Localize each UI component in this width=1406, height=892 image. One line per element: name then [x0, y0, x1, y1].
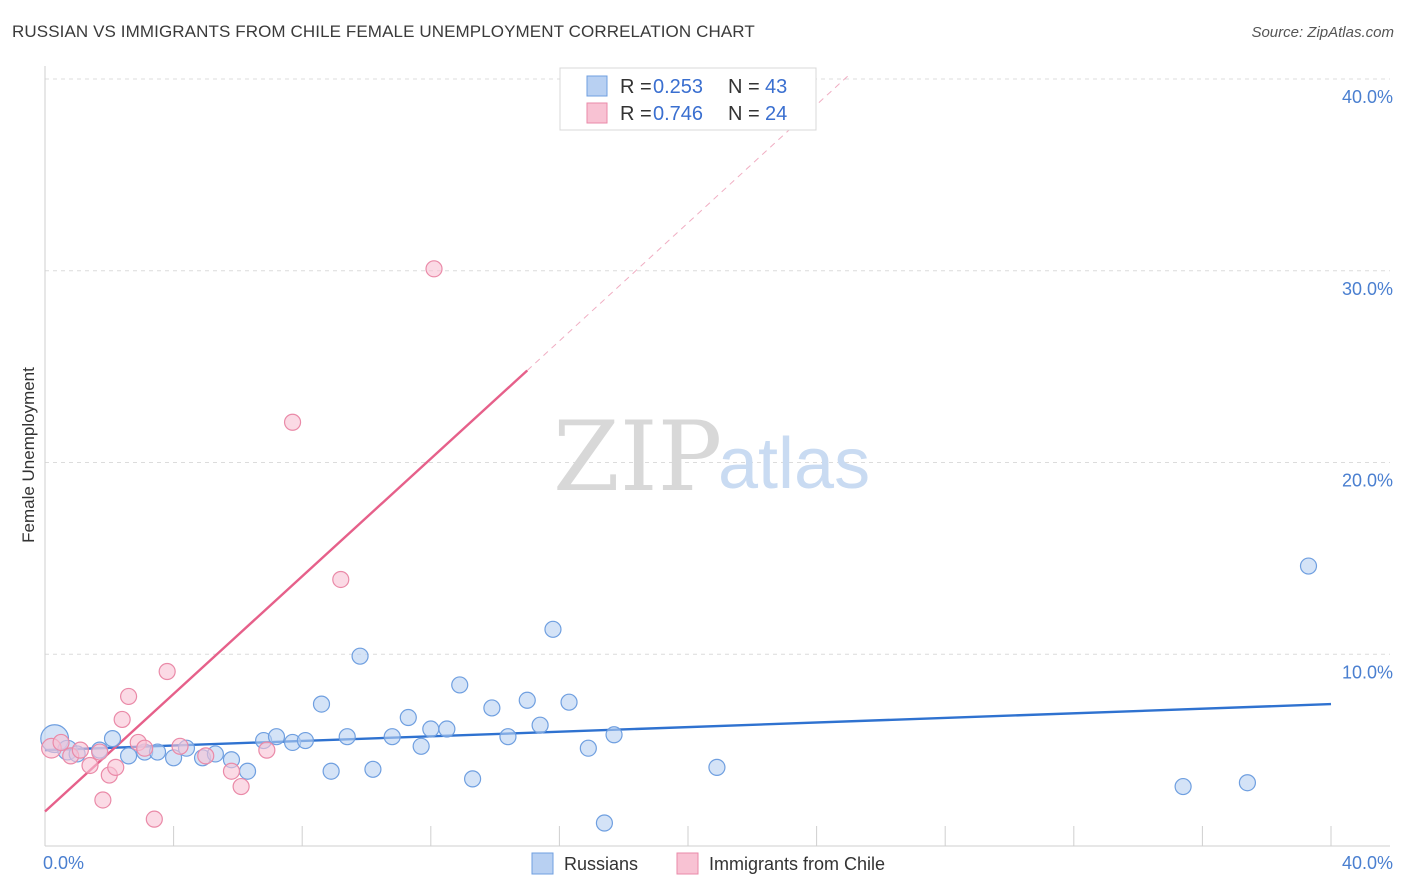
y-tick-label-3: 40.0% — [1342, 87, 1393, 107]
point-russians-4 — [103, 730, 122, 748]
y-tick-label-1: 20.0% — [1342, 471, 1393, 491]
point-chile-8 — [107, 758, 125, 776]
legend-r-value-1: 0.253 — [653, 76, 703, 98]
gridlines — [45, 78, 1390, 655]
point-chile-9 — [113, 710, 131, 729]
point-chile-15 — [171, 737, 189, 755]
point-russians-42 — [1299, 557, 1318, 575]
legend-r-label-2: R = — [620, 103, 652, 125]
legend: R = 0.253 N = 43 R = 0.746 N = 24 — [559, 67, 817, 131]
axes — [44, 66, 1390, 847]
watermark: ZIP atlas — [553, 401, 870, 513]
legend-r-value-2: 0.746 — [653, 103, 703, 125]
point-chile-21 — [332, 570, 350, 589]
y-tick-label-2: 30.0% — [1342, 279, 1393, 299]
source-label: Source: ZipAtlas.com — [1251, 24, 1394, 41]
point-russians-17 — [296, 731, 315, 750]
point-russians-30 — [483, 699, 501, 717]
point-russians-38 — [605, 726, 623, 744]
point-chile-16 — [197, 747, 215, 765]
point-russians-21 — [351, 647, 369, 665]
point-chile-19 — [258, 741, 276, 759]
point-russians-24 — [399, 708, 417, 727]
point-chile-3 — [71, 741, 89, 759]
point-russians-33 — [531, 716, 549, 734]
bottom-legend: Russians Immigrants from Chile — [531, 852, 885, 875]
legend-n-value-1: 43 — [765, 76, 787, 98]
bottom-legend-swatch-chile — [676, 852, 699, 875]
point-russians-26 — [422, 720, 440, 738]
trend-line-chile — [44, 369, 529, 813]
tick-labels: 10.0% 20.0% 30.0% 40.0% 0.0% 40.0% — [43, 87, 1393, 873]
scatter-points — [40, 260, 1318, 832]
point-russians-31 — [499, 728, 517, 746]
bottom-legend-chile: Immigrants from Chile — [709, 854, 885, 874]
legend-swatch-chile — [586, 102, 608, 124]
point-chile-20 — [283, 413, 302, 431]
point-russians-40 — [1174, 777, 1192, 796]
bottom-legend-swatch-russians — [531, 852, 554, 875]
point-chile-4 — [81, 756, 99, 775]
point-russians-35 — [560, 693, 578, 711]
point-chile-17 — [222, 762, 241, 780]
point-russians-13 — [238, 762, 257, 780]
legend-r-label-1: R = — [620, 76, 652, 98]
point-russians-22 — [364, 760, 382, 778]
point-russians-20 — [338, 728, 356, 746]
watermark-atlas: atlas — [718, 424, 870, 504]
trend-line-russians — [44, 702, 1332, 752]
x-tick-label-1: 40.0% — [1342, 853, 1393, 873]
point-chile-18 — [232, 777, 250, 796]
point-russians-36 — [579, 739, 597, 757]
point-russians-23 — [383, 728, 401, 746]
point-russians-39 — [708, 758, 726, 776]
legend-n-value-2: 24 — [765, 103, 787, 125]
point-russians-25 — [412, 737, 430, 755]
point-russians-15 — [267, 728, 286, 746]
y-axis-label: Female Unemployment — [19, 367, 38, 543]
point-chile-6 — [94, 791, 112, 809]
point-russians-32 — [518, 691, 536, 709]
point-russians-18 — [312, 695, 331, 713]
chart-title: RUSSIAN VS IMMIGRANTS FROM CHILE FEMALE … — [12, 22, 755, 41]
point-chile-12 — [136, 739, 154, 757]
point-chile-1 — [52, 733, 70, 752]
watermark-zip: ZIP — [553, 401, 722, 513]
point-russians-41 — [1238, 774, 1257, 792]
point-russians-37 — [595, 814, 614, 832]
point-chile-10 — [119, 687, 138, 706]
bottom-legend-russians: Russians — [564, 854, 638, 874]
legend-swatch-russians — [586, 75, 608, 97]
legend-n-label-1: N = — [728, 76, 760, 98]
point-russians-28 — [451, 676, 469, 694]
point-chile-13 — [145, 810, 163, 828]
point-chile-5 — [91, 743, 109, 761]
y-tick-label-0: 10.0% — [1342, 662, 1393, 682]
point-chile-14 — [158, 662, 176, 681]
x-tick-label-0: 0.0% — [43, 853, 84, 873]
point-russians-29 — [463, 770, 482, 788]
point-russians-19 — [322, 762, 340, 780]
point-chile-22 — [425, 260, 443, 278]
point-russians-34 — [544, 620, 562, 638]
legend-n-label-2: N = — [728, 103, 760, 125]
point-russians-5 — [119, 747, 138, 765]
point-russians-27 — [438, 720, 456, 738]
